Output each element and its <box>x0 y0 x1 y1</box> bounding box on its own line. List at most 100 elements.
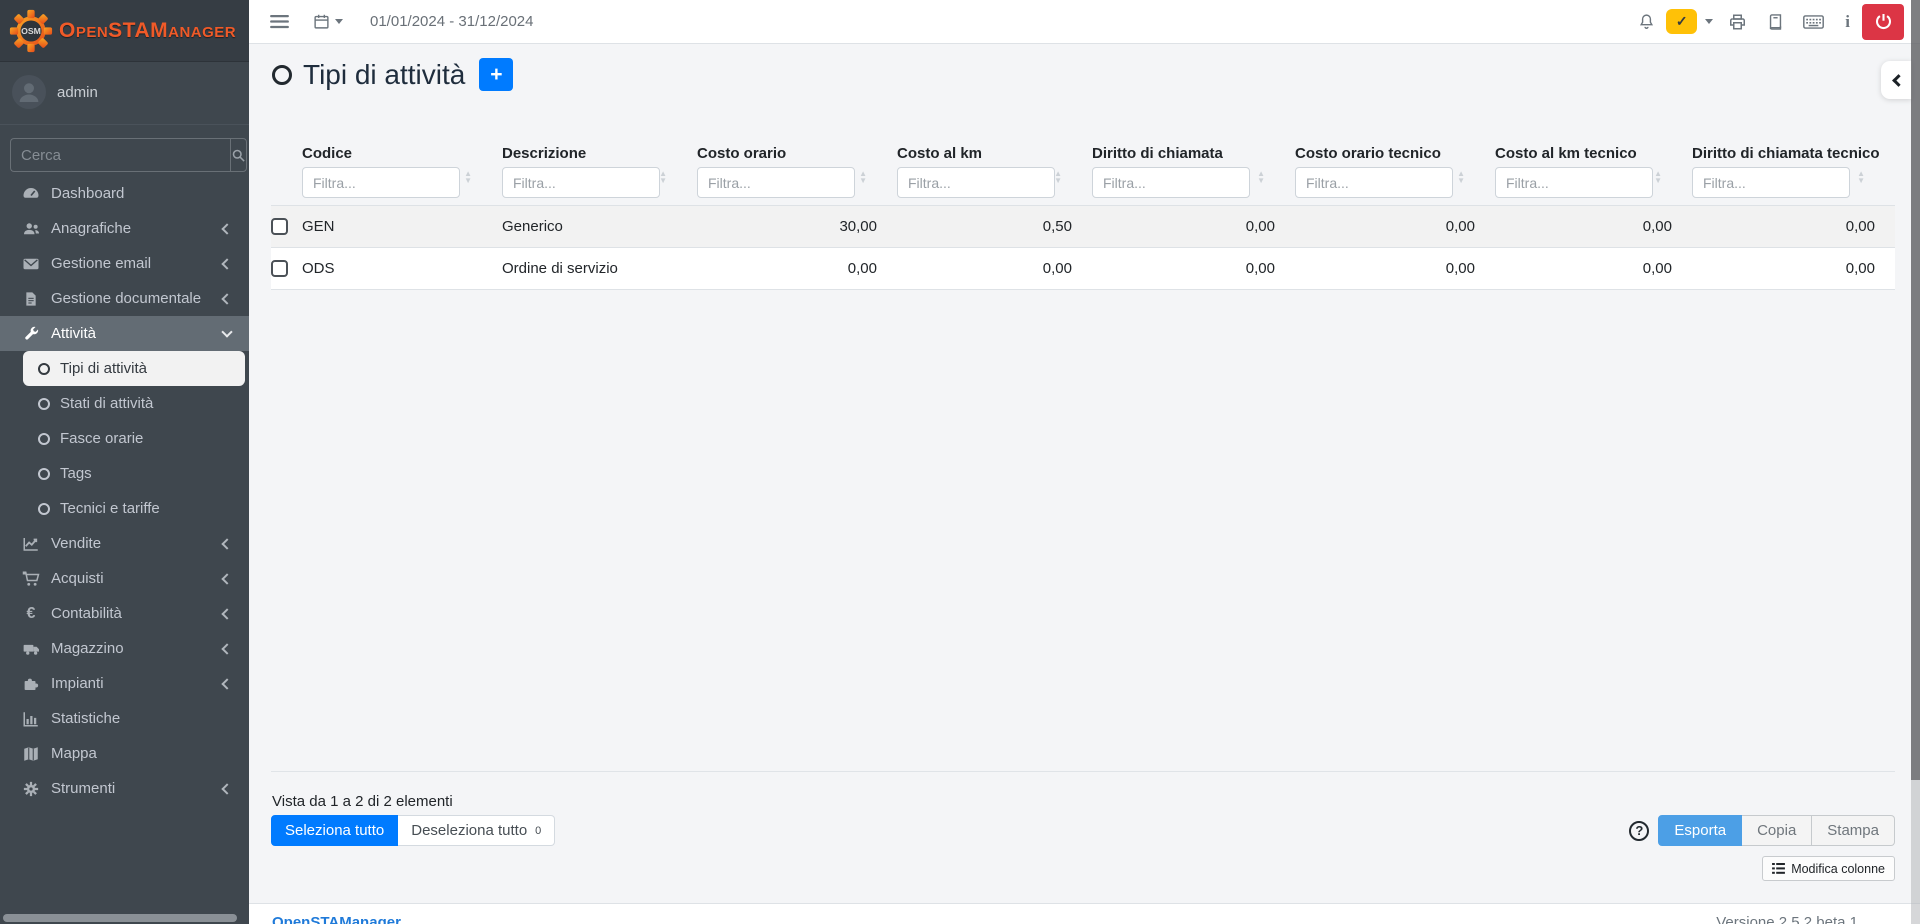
brand-header[interactable]: OSM OpenSTAManager <box>0 0 249 62</box>
add-record-button[interactable]: + <box>479 58 514 91</box>
sidebar-subitem-label: Stati di attività <box>60 395 154 412</box>
sidebar-item-gestione-documentale[interactable]: Gestione documentale <box>0 281 249 316</box>
column-header[interactable]: Descrizione <box>502 145 587 162</box>
copy-button[interactable]: Copia <box>1742 815 1813 846</box>
sort-arrows-icon[interactable]: ▲ ▼ <box>859 169 867 185</box>
column-header[interactable]: Costo al km <box>897 145 983 162</box>
sidebar-item-magazzino[interactable]: Magazzino <box>0 631 249 666</box>
deselect-count-badge: 0 <box>535 824 542 837</box>
print-button[interactable]: Stampa <box>1812 815 1895 846</box>
chevron-left-icon <box>221 537 233 550</box>
sort-arrows-icon[interactable]: ▲ ▼ <box>1857 169 1865 185</box>
column-header[interactable]: Costo orario <box>697 145 787 162</box>
help-icon[interactable]: ? <box>1629 820 1650 841</box>
row-checkbox[interactable] <box>271 217 288 235</box>
sidebar-subitem-tecnici-e-tariffe[interactable]: Tecnici e tariffe <box>0 491 249 526</box>
printer-icon[interactable] <box>1728 13 1747 31</box>
status-check-button[interactable]: ✓ <box>1666 9 1698 34</box>
chevron-left-icon <box>221 222 233 235</box>
sort-arrows-icon[interactable]: ▲ ▼ <box>1457 169 1465 185</box>
sidebar-item-statistiche[interactable]: Statistiche <box>0 701 249 736</box>
deselect-all-button[interactable]: Deseleziona tutto 0 <box>398 815 556 846</box>
sidebar-subitem-stati-di-attivita[interactable]: Stati di attività <box>0 386 249 421</box>
bell-icon[interactable] <box>1638 12 1655 31</box>
column-header[interactable]: Costo orario tecnico <box>1295 145 1441 162</box>
edit-columns-button[interactable]: Modifica colonne <box>1762 856 1895 881</box>
cell-codice: GEN <box>302 204 502 248</box>
calendar-icon[interactable] <box>313 13 343 30</box>
vertical-scrollbar-thumb[interactable] <box>1911 0 1920 780</box>
sidebar-subitem-tags[interactable]: Tags <box>0 456 249 491</box>
circle-icon <box>38 432 50 445</box>
column-header[interactable]: Costo al km tecnico <box>1495 145 1637 162</box>
user-panel[interactable]: admin <box>0 62 249 125</box>
sidebar-horizontal-scrollbar[interactable] <box>3 914 237 922</box>
column-header[interactable]: Diritto di chiamata <box>1092 145 1223 162</box>
sidebar-item-contabilita[interactable]: € Contabilità <box>0 596 249 631</box>
sidebar-item-vendite[interactable]: Vendite <box>0 526 249 561</box>
circle-icon <box>38 502 50 515</box>
sidebar-item-strumenti[interactable]: Strumenti <box>0 771 249 806</box>
caret-down-icon[interactable] <box>1705 19 1714 24</box>
filter-input-costo-al-km[interactable] <box>897 167 1055 198</box>
filter-input-costo-orario-tecnico[interactable] <box>1295 167 1453 198</box>
tachometer-icon <box>20 185 42 203</box>
select-all-button[interactable]: Seleziona tutto <box>271 815 399 846</box>
logout-power-button[interactable] <box>1862 3 1904 40</box>
sidebar-item-label: Attività <box>51 325 97 342</box>
sidebar-item-label: Strumenti <box>51 780 116 797</box>
table-row[interactable]: ODS Ordine di servizio 0,00 0,00 0,00 0,… <box>271 246 1895 290</box>
column-header[interactable]: Codice <box>302 145 353 162</box>
filter-input-costo-orario[interactable] <box>697 167 855 198</box>
footer-brand-link[interactable]: OpenSTAManager <box>272 914 401 924</box>
book-icon[interactable] <box>1767 13 1784 31</box>
chevron-left-icon <box>221 782 233 795</box>
user-avatar-icon <box>12 75 46 109</box>
chevron-left-icon <box>221 257 233 270</box>
sort-arrows-icon[interactable]: ▲ ▼ <box>1257 169 1265 185</box>
map-icon <box>20 745 42 763</box>
filter-input-costo-al-km-tecnico[interactable] <box>1495 167 1653 198</box>
table-filter-row: ▲▼ ▲▼ ▲▼ ▲▼ ▲▼ ▲▼ ▲▼ ▲▼ <box>271 162 1895 205</box>
sidebar-item-gestione-email[interactable]: Gestione email <box>0 246 249 281</box>
vertical-scrollbar[interactable] <box>1911 0 1920 924</box>
checkbox-column-header <box>271 140 302 162</box>
users-icon <box>20 220 42 238</box>
envelope-icon <box>20 255 42 273</box>
sidebar-item-attivita[interactable]: Attività <box>0 316 249 351</box>
sidebar-item-anagrafiche[interactable]: Anagrafiche <box>0 211 249 246</box>
sidebar-item-label: Magazzino <box>51 640 124 657</box>
sidebar-subitem-label: Tipi di attività <box>60 360 147 377</box>
keyboard-icon[interactable] <box>1803 14 1825 30</box>
search-button[interactable] <box>230 138 247 172</box>
sidebar-subitem-tipi-di-attivita[interactable]: Tipi di attività <box>23 351 245 386</box>
panel-collapse-toggle[interactable] <box>1881 61 1912 99</box>
filter-input-diritto-di-chiamata-tecnico[interactable] <box>1692 167 1850 198</box>
sort-arrows-icon[interactable]: ▲ ▼ <box>1054 169 1062 185</box>
sidebar-item-impianti[interactable]: Impianti <box>0 666 249 701</box>
circle-icon <box>38 397 50 410</box>
date-range[interactable]: 01/01/2024 - 31/12/2024 <box>370 13 534 30</box>
sort-arrows-icon[interactable]: ▲ ▼ <box>464 169 472 185</box>
filter-input-codice[interactable] <box>302 167 460 198</box>
table-row[interactable]: GEN Generico 30,00 0,50 0,00 0,00 0,00 0… <box>271 204 1895 248</box>
cell-diritto-di-chiamata-tecnico: 0,00 <box>1692 204 1895 248</box>
sidebar-item-acquisti[interactable]: Acquisti <box>0 561 249 596</box>
search-input[interactable] <box>10 138 230 172</box>
sidebar-item-dashboard[interactable]: Dashboard <box>0 176 249 211</box>
cell-diritto-di-chiamata-tecnico: 0,00 <box>1692 246 1895 290</box>
sort-arrows-icon[interactable]: ▲ ▼ <box>1654 169 1662 185</box>
sort-arrows-icon[interactable]: ▲ ▼ <box>659 169 667 185</box>
sidebar-item-mappa[interactable]: Mappa <box>0 736 249 771</box>
document-icon <box>20 290 42 308</box>
sidebar-subitem-fasce-orarie[interactable]: Fasce orarie <box>0 421 249 456</box>
hamburger-menu-icon[interactable] <box>270 14 289 29</box>
row-checkbox[interactable] <box>271 259 288 277</box>
filter-input-diritto-di-chiamata[interactable] <box>1092 167 1250 198</box>
filter-input-descrizione[interactable] <box>502 167 660 198</box>
chevron-down-icon <box>221 325 233 338</box>
export-button[interactable]: Esporta <box>1658 815 1743 846</box>
sidebar-item-label: Impianti <box>51 675 104 692</box>
column-header[interactable]: Diritto di chiamata tecnico <box>1692 145 1880 162</box>
info-icon[interactable]: i <box>1845 11 1850 31</box>
